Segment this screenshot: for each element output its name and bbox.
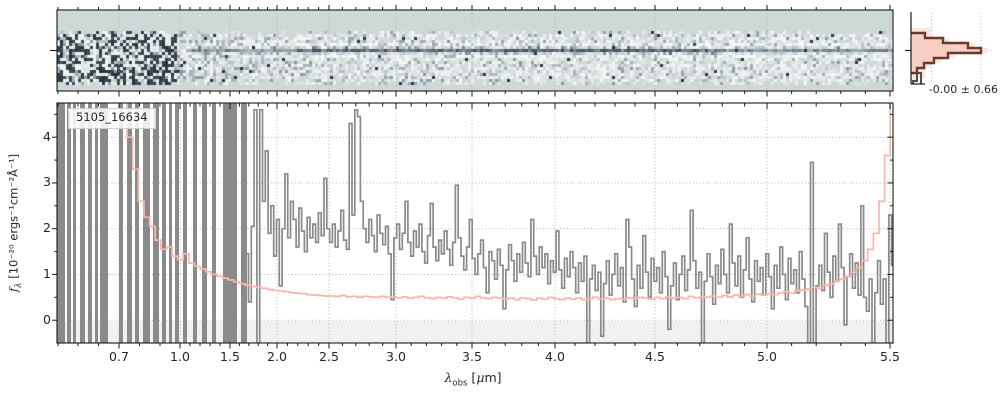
x-tick-label: 3.5 bbox=[462, 349, 482, 364]
below-zero-band bbox=[57, 321, 893, 343]
y-tick-label: 3 bbox=[43, 174, 51, 190]
y-axis-label: fλ [10⁻²⁰ ergs⁻¹cm⁻²Å⁻¹] bbox=[6, 154, 23, 292]
source-id-badge: 5105_16634 bbox=[68, 108, 156, 129]
x-tick-label: 5.0 bbox=[757, 349, 777, 364]
x-tick-label: 1.5 bbox=[220, 349, 240, 364]
x-tick-label: 2.0 bbox=[267, 349, 287, 364]
source-id-text: 5105_16634 bbox=[76, 110, 148, 124]
hist-gray-step bbox=[912, 72, 922, 84]
histogram bbox=[905, 12, 988, 85]
main-plot-frame bbox=[56, 102, 894, 344]
x-label-symbol: λ bbox=[444, 370, 453, 385]
x-tick-label: 4.0 bbox=[545, 349, 565, 364]
x-tick-label: 0.7 bbox=[109, 349, 129, 364]
x-tick-label: 4.5 bbox=[645, 349, 665, 364]
x-tick-label: 1.0 bbox=[170, 349, 190, 364]
y-label-unit: [10⁻²⁰ ergs⁻¹cm⁻²Å⁻¹] bbox=[6, 153, 21, 283]
x-tick-label: 3.0 bbox=[386, 349, 406, 364]
flux-series bbox=[245, 108, 893, 343]
x-label-sub: obs bbox=[452, 378, 468, 389]
gridlines bbox=[57, 10, 992, 343]
tick-marks bbox=[50, 5, 893, 349]
saturated-bars bbox=[57, 103, 247, 343]
x-label-mu: μ bbox=[476, 370, 485, 385]
spec2d-noise-image bbox=[57, 10, 893, 91]
hist-stats-label: -0.00 ± 0.66 bbox=[928, 83, 998, 96]
y-label-sub: λ bbox=[13, 282, 24, 288]
x-tick-label: 2.5 bbox=[319, 349, 339, 364]
error-series bbox=[126, 103, 892, 301]
spec2d-frame bbox=[56, 9, 894, 92]
hist-outline bbox=[911, 31, 983, 75]
y-tick-label: 0 bbox=[43, 311, 51, 327]
y-tick-label: 4 bbox=[43, 128, 51, 144]
y-tick-label: 1 bbox=[43, 265, 51, 281]
x-tick-label: 5.5 bbox=[880, 349, 900, 364]
x-axis-label: λobs [μm] bbox=[444, 370, 502, 389]
y-tick-label: 2 bbox=[43, 220, 51, 236]
y-label-symbol: f bbox=[6, 287, 21, 293]
